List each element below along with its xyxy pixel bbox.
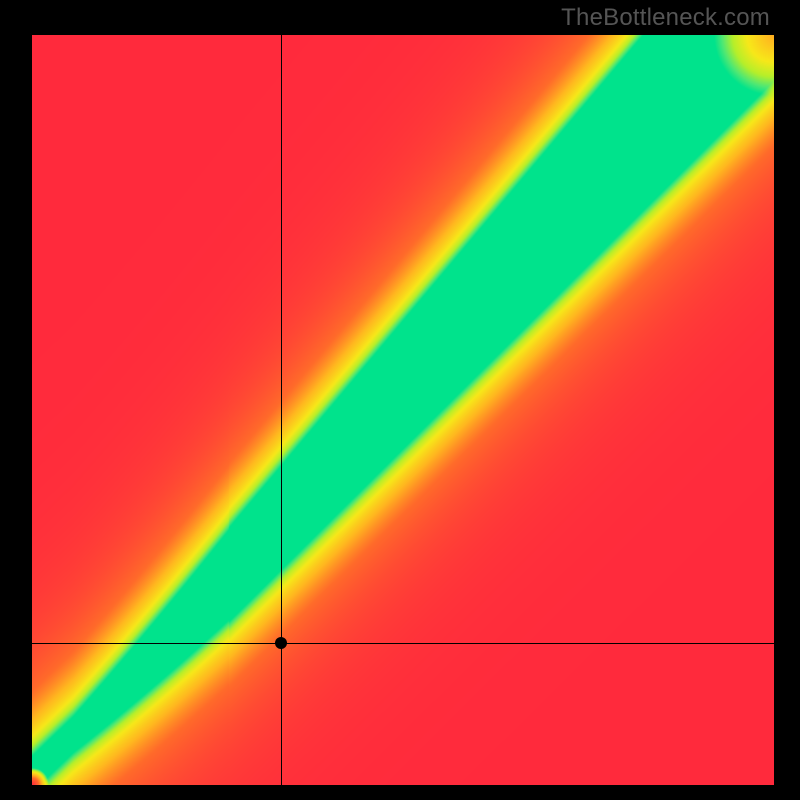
marker-dot bbox=[275, 637, 287, 649]
watermark-text: TheBottleneck.com bbox=[561, 4, 770, 32]
plot-area bbox=[32, 35, 774, 785]
chart-container: { "watermark": { "text": "TheBottleneck.… bbox=[0, 0, 800, 800]
heatmap-canvas bbox=[32, 35, 774, 785]
crosshair-vertical-line bbox=[281, 35, 282, 785]
crosshair-horizontal-line bbox=[32, 643, 774, 644]
